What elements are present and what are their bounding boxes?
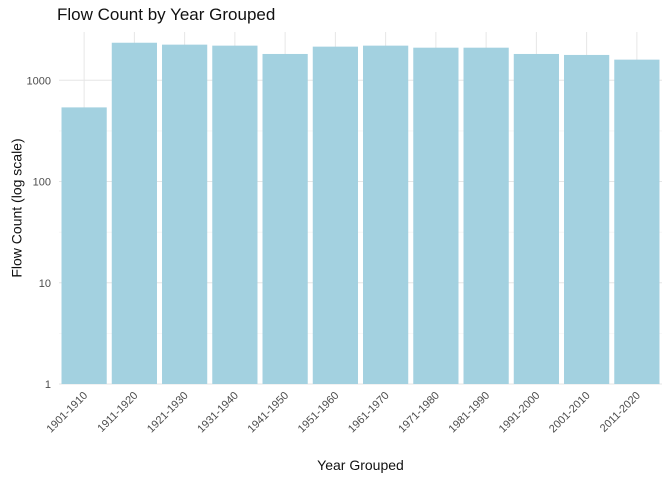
bar	[363, 45, 409, 385]
bar	[463, 47, 509, 385]
x-axis-ticks: 1901-1910 1911-1920 1921-1930 1931-1940 1941…	[45, 390, 643, 436]
y-tick-label: 10	[39, 278, 51, 290]
y-tick-label: 1000	[27, 75, 51, 87]
x-tick-label: 1971-1980	[396, 390, 442, 436]
bar	[564, 54, 610, 385]
x-tick-label: 1911-1920	[95, 390, 140, 435]
x-tick-label: 1921-1930	[145, 390, 191, 436]
y-axis-title: Flow Count (log scale)	[9, 138, 25, 277]
y-axis-ticks: 1 10 100 1000	[27, 75, 51, 391]
bar	[614, 59, 660, 385]
bar	[111, 42, 157, 385]
bar	[312, 46, 358, 384]
bar	[262, 53, 308, 384]
x-tick-label: 2011-2020	[598, 390, 643, 435]
bars	[61, 42, 660, 385]
x-tick-label: 1981-1990	[447, 390, 493, 436]
x-tick-label: 2001-2010	[547, 390, 593, 436]
x-tick-label: 1941-1950	[246, 390, 292, 436]
bar	[413, 47, 459, 385]
bar	[162, 44, 208, 384]
x-axis-title: Year Grouped	[317, 457, 404, 473]
chart-title: Flow Count by Year Grouped	[57, 5, 276, 24]
x-tick-label: 1901-1910	[45, 390, 91, 436]
bar	[61, 107, 107, 385]
x-tick-label: 1951-1960	[296, 390, 342, 436]
x-tick-label: 1931-1940	[195, 390, 241, 436]
y-tick-label: 100	[33, 177, 51, 189]
bar	[212, 45, 258, 385]
bar	[513, 53, 559, 384]
x-tick-label: 1991-2000	[497, 390, 543, 436]
x-tick-label: 1961-1970	[346, 390, 392, 436]
y-tick-label: 1	[45, 379, 51, 391]
